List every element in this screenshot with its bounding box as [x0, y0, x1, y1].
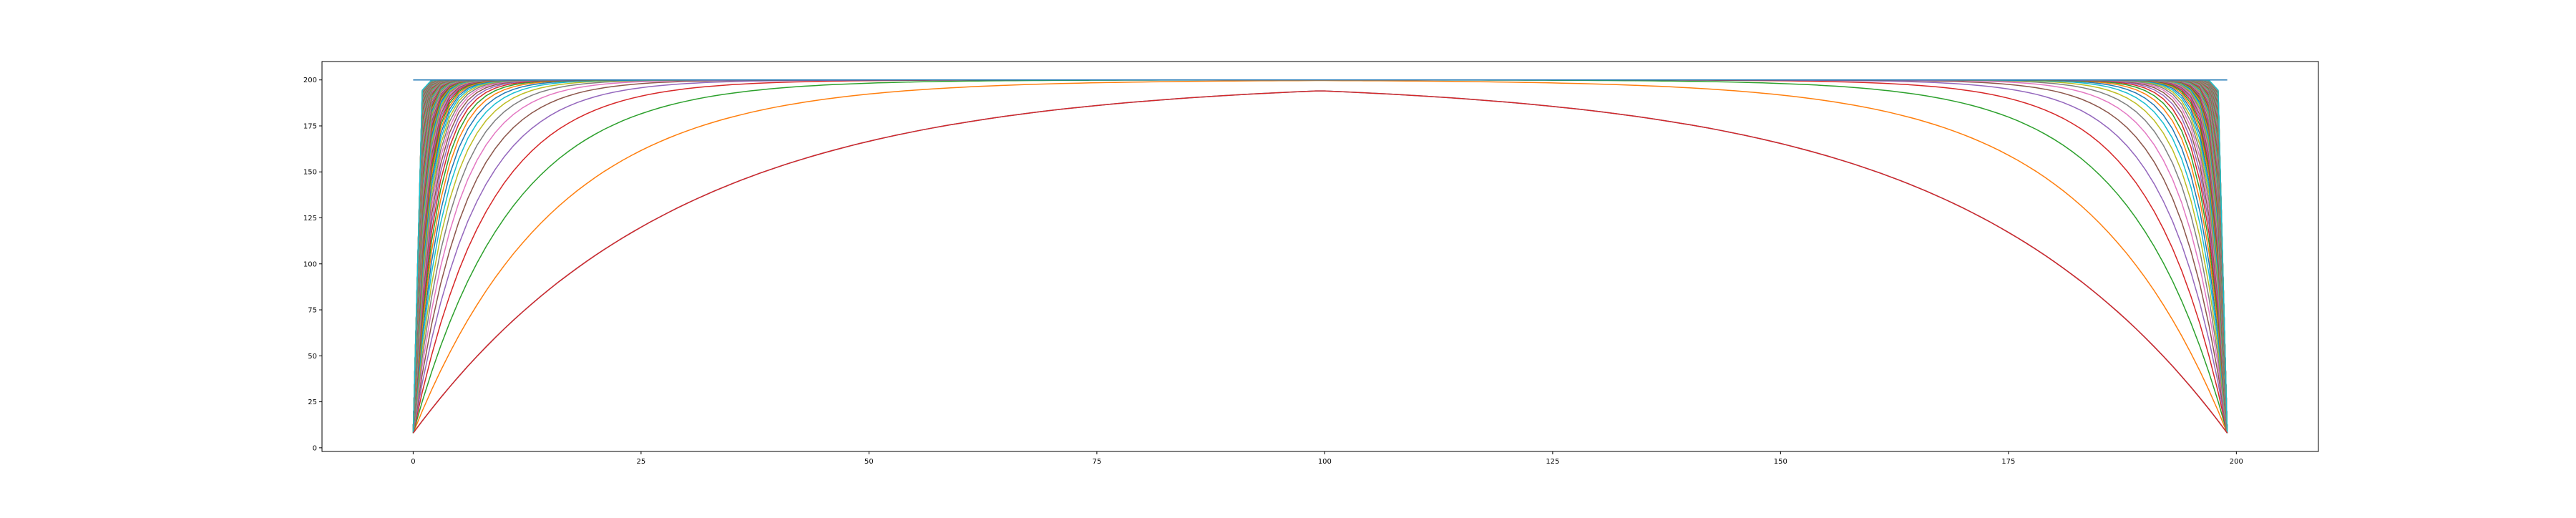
y-tick-label: 50	[308, 353, 317, 361]
x-tick-label: 0	[411, 458, 415, 466]
plot-background	[322, 62, 2318, 451]
y-axis: 0 25 50 75 100 125 150 175 200	[303, 77, 322, 452]
x-tick-label: 100	[1318, 458, 1332, 466]
x-tick-label: 75	[1093, 458, 1102, 466]
x-axis: 0 25 50 75 100 125 150 175 200	[411, 451, 2243, 466]
envelope-line	[412, 90, 2228, 434]
x-tick-label: 200	[2230, 458, 2243, 466]
y-tick-label: 125	[303, 215, 317, 223]
x-tick-label: 25	[637, 458, 646, 466]
y-tick-label: 75	[308, 307, 317, 315]
series-layer	[412, 79, 2228, 434]
y-tick-label: 175	[303, 122, 317, 130]
x-tick-label: 150	[1774, 458, 1787, 466]
x-tick-label: 50	[864, 458, 874, 466]
x-tick-label: 175	[2001, 458, 2015, 466]
y-tick-label: 0	[313, 444, 317, 452]
y-tick-label: 100	[303, 260, 317, 268]
y-tick-label: 150	[303, 169, 317, 177]
y-tick-label: 200	[303, 77, 317, 84]
x-tick-label: 125	[1546, 458, 1559, 466]
y-tick-label: 25	[308, 399, 317, 406]
plot-frame	[321, 61, 2319, 452]
